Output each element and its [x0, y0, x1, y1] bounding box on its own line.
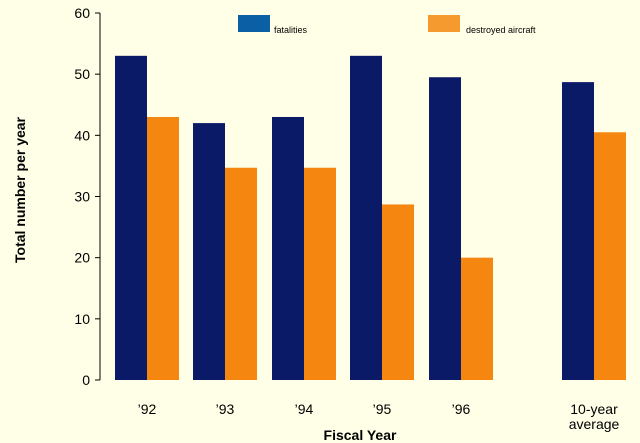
bar-destroyed-aircraft: [304, 167, 336, 380]
x-tick-label: ’93: [216, 401, 235, 417]
plot-area: 0 10 20 30 40 50 60 ’92 ’93 ’94 ’95 ’96 10-yearavera…: [74, 5, 626, 432]
y-axis-title: Total number per year: [12, 116, 28, 263]
x-tick-label: ’95: [373, 401, 392, 417]
bar-destroyed-aircraft: [225, 167, 257, 380]
legend-item-fatalities: fatalities: [238, 15, 308, 35]
legend: fatalities destroyed aircraft: [238, 15, 536, 35]
bar-destroyed-aircraft: [461, 257, 493, 380]
legend-swatch-fatalities: [238, 15, 270, 32]
legend-swatch-destroyed-aircraft: [428, 15, 460, 32]
y-tick-label: 20: [74, 250, 90, 266]
bar-destroyed-aircraft: [594, 132, 626, 380]
bar-fatalities: [193, 123, 225, 380]
y-tick-label: 50: [74, 66, 90, 82]
y-tick-label: 60: [74, 5, 90, 21]
y-tick-label: 10: [74, 311, 90, 327]
x-axis-title: Fiscal Year: [324, 427, 397, 443]
x-tick-label: 10-year: [570, 401, 618, 417]
bar-destroyed-aircraft: [147, 116, 179, 380]
x-tick-label: ’96: [452, 401, 471, 417]
legend-label-fatalities: fatalities: [274, 25, 308, 35]
bar-fatalities: [115, 55, 147, 381]
legend-item-destroyed-aircraft: destroyed aircraft: [428, 15, 536, 35]
bar-fatalities: [562, 82, 594, 380]
bar-fatalities: [429, 77, 461, 380]
x-tick-label-line2: average: [569, 416, 620, 432]
y-tick-label: 40: [74, 127, 90, 143]
y-tick-label: 0: [82, 372, 90, 388]
bar-destroyed-aircraft: [382, 204, 414, 380]
x-tick-label: ’92: [138, 401, 157, 417]
legend-label-destroyed-aircraft: destroyed aircraft: [466, 25, 536, 35]
bar-fatalities: [272, 116, 304, 380]
x-tick-label: ’94: [295, 401, 314, 417]
y-tick-label: 30: [74, 189, 90, 205]
bar-fatalities: [350, 55, 382, 381]
